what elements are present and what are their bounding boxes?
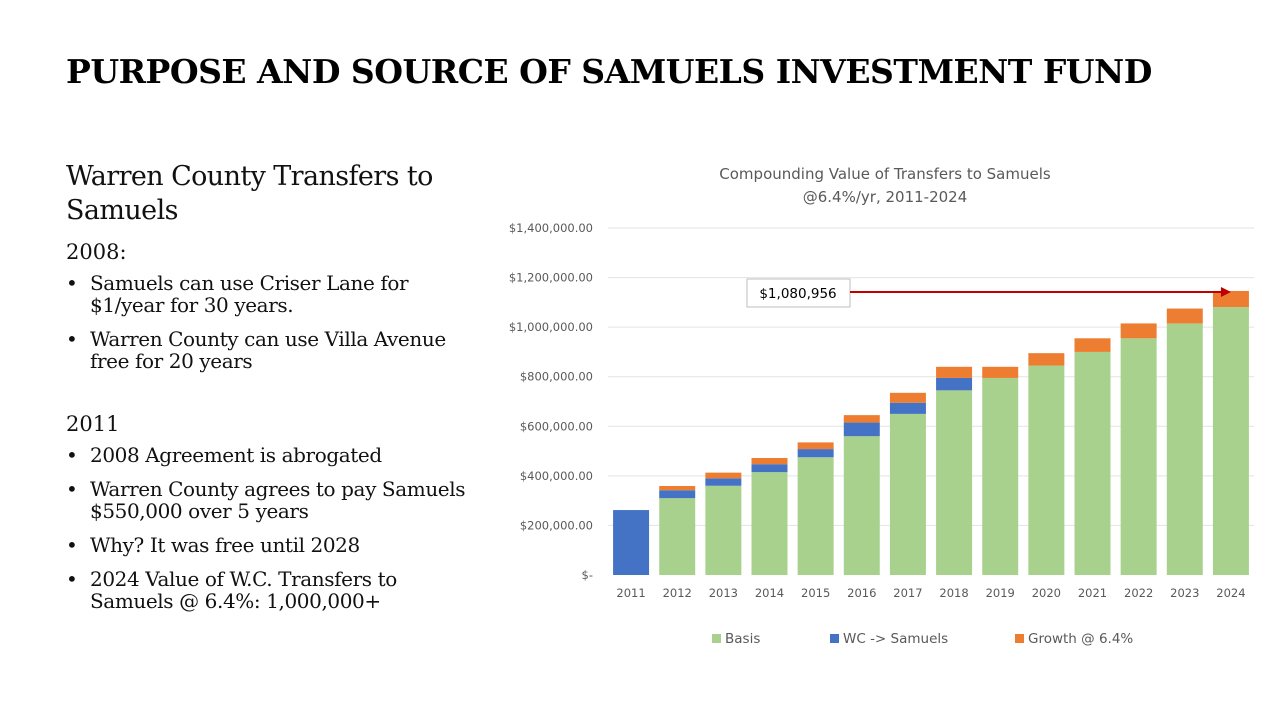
- bullet-list-2008: Samuels can use Criser Lane for $1/year …: [66, 272, 466, 372]
- legend-swatch: [1015, 634, 1024, 643]
- bar-segment: [1120, 338, 1157, 575]
- bar-segment: [1120, 323, 1157, 339]
- bar-segment: [751, 464, 788, 473]
- y-tick-label: $1,200,000.00: [509, 271, 593, 285]
- bar-segment: [1074, 351, 1111, 575]
- bar-segment: [659, 486, 696, 491]
- subheading: Warren County Transfers to Samuels: [66, 161, 433, 226]
- bar-segment: [982, 377, 1019, 575]
- bar-segment: [982, 366, 1019, 378]
- x-tick-label: 2024: [1216, 586, 1245, 600]
- annotation-box: [746, 278, 851, 308]
- bullet-item: Warren County can use Villa Avenue free …: [66, 328, 466, 372]
- bar-segment: [659, 490, 696, 499]
- bar-segment: [889, 402, 926, 414]
- legend-label: Basis: [725, 631, 760, 647]
- x-tick-label: 2011: [616, 586, 645, 600]
- x-tick-label: 2021: [1078, 586, 1107, 600]
- text-column: Warren County Transfers to Samuels 2008:…: [66, 160, 466, 624]
- x-tick-label: 2017: [893, 586, 922, 600]
- section-year-2011: 2011: [66, 412, 120, 436]
- bar-segment: [705, 485, 742, 575]
- bar-segment: [1028, 365, 1065, 575]
- x-tick-label: 2016: [847, 586, 876, 600]
- bullet-item: 2008 Agreement is abrogated: [66, 444, 466, 466]
- x-tick-label: 2018: [939, 586, 968, 600]
- legend-swatch: [830, 634, 839, 643]
- bar-segment: [843, 422, 880, 437]
- bar-segment: [936, 366, 973, 378]
- bar-segment: [936, 390, 973, 575]
- bar-segment: [936, 377, 973, 391]
- bar-segment: [1212, 290, 1249, 308]
- y-tick-label: $800,000.00: [520, 370, 593, 384]
- x-tick-label: 2022: [1124, 586, 1153, 600]
- bullet-item: Why? It was free until 2028: [66, 534, 466, 556]
- bar-segment: [705, 472, 742, 479]
- bullet-item: 2024 Value of W.C. Transfers to Samuels …: [66, 568, 466, 612]
- chart-subtitle: @6.4%/yr, 2011-2024: [803, 188, 968, 206]
- bar-segment: [843, 415, 880, 423]
- bar-segment: [797, 457, 834, 575]
- bar-segment: [1212, 307, 1249, 575]
- x-tick-label: 2014: [755, 586, 784, 600]
- bar-segment: [1074, 338, 1111, 352]
- bar-segment: [751, 472, 788, 575]
- bar-segment: [797, 449, 834, 458]
- bar-segment: [889, 413, 926, 575]
- bar-segment: [1166, 323, 1203, 575]
- bullet-list-2011: 2008 Agreement is abrogated Warren Count…: [66, 444, 466, 612]
- arrow-head: [1220, 287, 1231, 297]
- legend-label: WC -> Samuels: [843, 631, 948, 647]
- bar-segment: [843, 436, 880, 575]
- x-tick-label: 2023: [1170, 586, 1199, 600]
- legend-label: Growth @ 6.4%: [1028, 631, 1133, 647]
- y-tick-label: $-: [582, 568, 593, 582]
- bullet-item: Samuels can use Criser Lane for $1/year …: [66, 272, 466, 316]
- legend-swatch: [712, 634, 721, 643]
- bar-segment: [751, 458, 788, 465]
- chart-title: Compounding Value of Transfers to Samuel…: [719, 165, 1051, 183]
- y-tick-label: $400,000.00: [520, 469, 593, 483]
- bullet-item: Warren County agrees to pay Samuels $550…: [66, 478, 466, 522]
- bar-segment: [1166, 308, 1203, 324]
- slide-title: PURPOSE AND SOURCE OF SAMUELS INVESTMENT…: [66, 52, 1152, 91]
- bar-segment: [659, 498, 696, 575]
- x-tick-label: 2019: [986, 586, 1015, 600]
- x-tick-label: 2020: [1032, 586, 1061, 600]
- annotation-label: $1,080,956: [759, 286, 836, 302]
- y-tick-label: $600,000.00: [520, 419, 593, 433]
- x-tick-label: 2012: [663, 586, 692, 600]
- bar-segment: [889, 392, 926, 403]
- y-tick-label: $1,400,000.00: [509, 221, 593, 235]
- bar-segment: [797, 442, 834, 450]
- section-year-2008: 2008:: [66, 240, 127, 264]
- y-tick-label: $200,000.00: [520, 518, 593, 532]
- bar-segment: [613, 510, 650, 575]
- bar-segment: [1028, 353, 1065, 366]
- x-tick-label: 2015: [801, 586, 830, 600]
- x-tick-label: 2013: [709, 586, 738, 600]
- y-tick-label: $1,000,000.00: [509, 320, 593, 334]
- bar-segment: [705, 478, 742, 486]
